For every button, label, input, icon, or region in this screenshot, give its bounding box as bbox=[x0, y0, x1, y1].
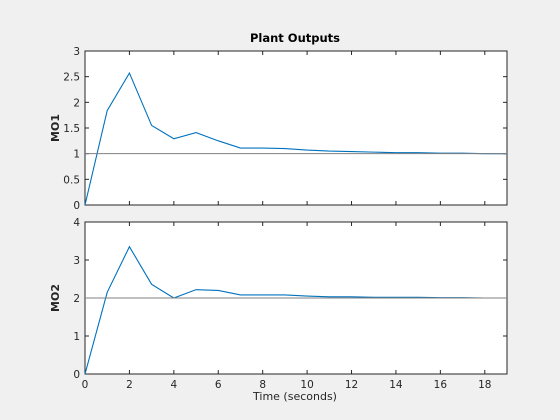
x-tick-label: 8 bbox=[259, 379, 266, 391]
x-tick-label: 0 bbox=[82, 379, 89, 391]
x-tick-marks bbox=[84, 51, 486, 205]
y-tick-label: 0 bbox=[73, 200, 80, 212]
y-tick-label: 3 bbox=[73, 46, 80, 58]
x-tick-label: 10 bbox=[300, 379, 313, 391]
series-lines bbox=[84, 245, 507, 375]
y-axis-label: MO1 bbox=[49, 114, 62, 142]
x-tick-label: 2 bbox=[126, 379, 133, 391]
x-tick-labels: 0 2 4 6 8 10 12 14 16 18 bbox=[82, 379, 492, 391]
series-lines bbox=[84, 71, 507, 206]
y-tick-label: 0 bbox=[73, 369, 80, 381]
y-tick-labels: 0 1 2 3 4 bbox=[73, 217, 80, 381]
x-tick-label: 14 bbox=[389, 379, 403, 391]
y-tick-label: 1 bbox=[73, 149, 80, 161]
x-axis-label: Time (seconds) bbox=[252, 390, 337, 403]
y-tick-label: 1 bbox=[73, 331, 80, 343]
figure-title: Plant Outputs bbox=[250, 31, 340, 45]
y-tick-label: 2 bbox=[73, 293, 80, 305]
output-series-line bbox=[84, 71, 507, 206]
y-tick-label: 0.5 bbox=[63, 174, 80, 186]
x-tick-label: 12 bbox=[345, 379, 358, 391]
axes-area bbox=[84, 50, 508, 206]
x-tick-label: 6 bbox=[215, 379, 222, 391]
y-tick-label: 2.5 bbox=[63, 72, 80, 84]
y-tick-label: 2 bbox=[73, 97, 80, 109]
y-tick-label: 1.5 bbox=[63, 123, 80, 135]
x-tick-label: 18 bbox=[478, 379, 491, 391]
x-tick-label: 4 bbox=[170, 379, 177, 391]
y-tick-label: 4 bbox=[73, 217, 80, 229]
x-tick-label: 16 bbox=[434, 379, 448, 391]
subplot-mo1: 0 0.5 1 1.5 2 2.5 3 MO1 bbox=[49, 46, 508, 212]
y-tick-label: 3 bbox=[73, 255, 80, 267]
y-axis-label: MO2 bbox=[49, 284, 62, 312]
y-tick-labels: 0 0.5 1 1.5 2 2.5 3 bbox=[63, 46, 80, 212]
